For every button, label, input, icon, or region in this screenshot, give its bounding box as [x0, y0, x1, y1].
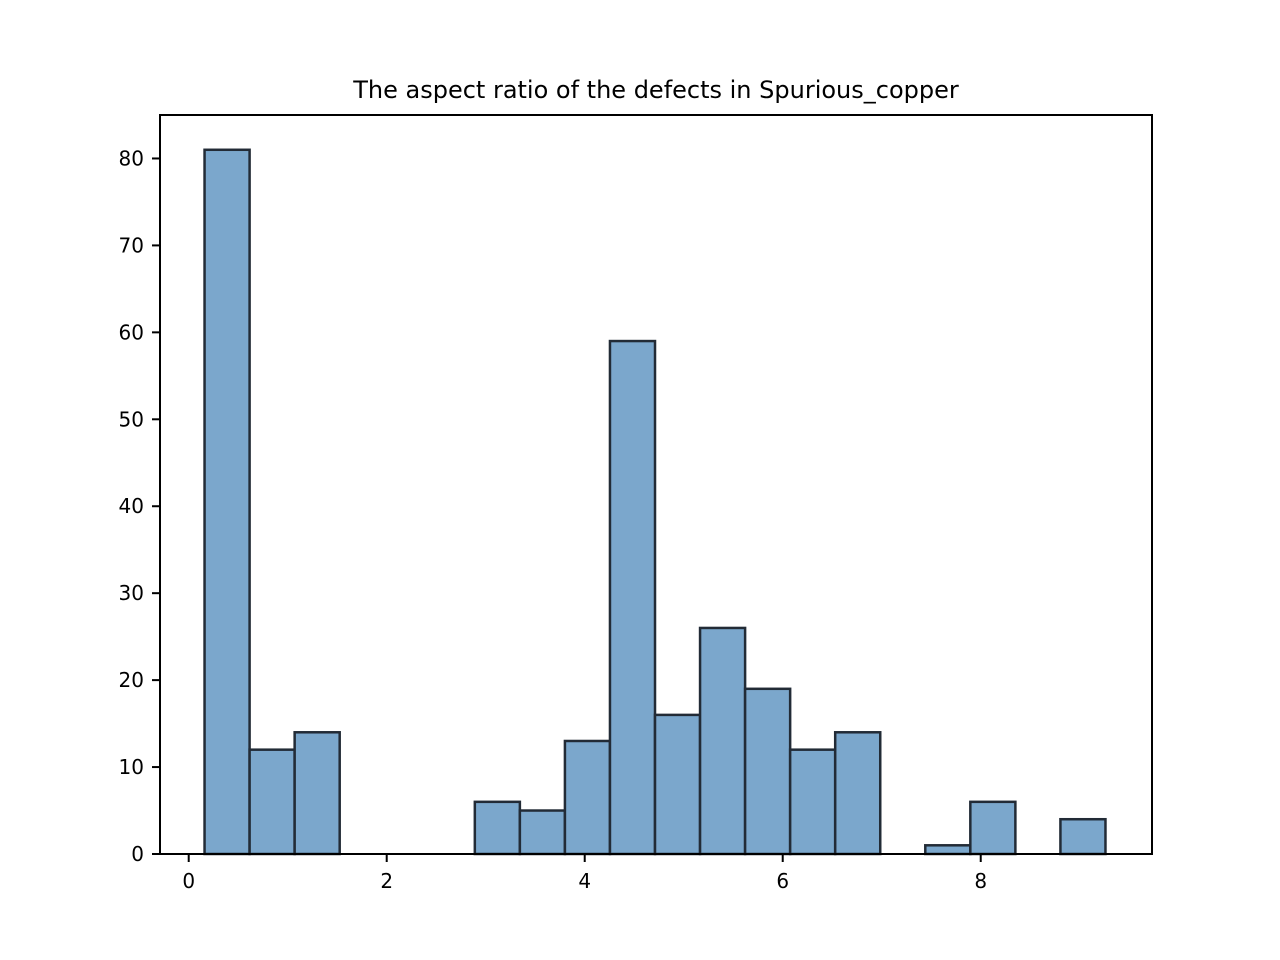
x-tick-label: 6 [776, 869, 789, 893]
histogram-bar [788, 748, 837, 856]
histogram-bar [608, 339, 657, 856]
x-axis: 0 2 4 6 8 [182, 854, 987, 893]
histogram-bar [924, 844, 972, 856]
y-tick-label: 70 [119, 233, 144, 257]
y-tick-label: 20 [119, 668, 144, 692]
histogram-bar [248, 748, 296, 856]
histogram-bar [518, 809, 567, 856]
histogram-bar [203, 148, 251, 856]
y-axis: 0 10 20 30 40 50 60 70 80 [119, 146, 160, 866]
x-tick-label: 4 [578, 869, 591, 893]
y-tick-label: 0 [131, 842, 144, 866]
y-tick-label: 30 [119, 581, 144, 605]
histogram-bar [563, 739, 612, 856]
histogram-bar [698, 626, 747, 856]
histogram-bar [473, 800, 522, 856]
y-tick-label: 80 [119, 146, 144, 170]
chart-title: The aspect ratio of the defects in Spuri… [352, 76, 959, 104]
y-tick-label: 40 [119, 494, 144, 518]
histogram-bar [1059, 817, 1107, 856]
histogram-bar [743, 687, 792, 856]
histogram-bars [203, 148, 1107, 856]
x-tick-label: 0 [182, 869, 195, 893]
plot-frame [159, 114, 1153, 855]
y-tick-label: 10 [119, 755, 144, 779]
histogram-bar [833, 731, 882, 856]
x-tick-label: 8 [974, 869, 987, 893]
x-tick-label: 2 [380, 869, 393, 893]
histogram-bar [293, 731, 341, 856]
histogram-bar [969, 800, 1017, 856]
y-tick-label: 60 [119, 320, 144, 344]
histogram-bar [653, 713, 702, 856]
y-tick-label: 50 [119, 407, 144, 431]
